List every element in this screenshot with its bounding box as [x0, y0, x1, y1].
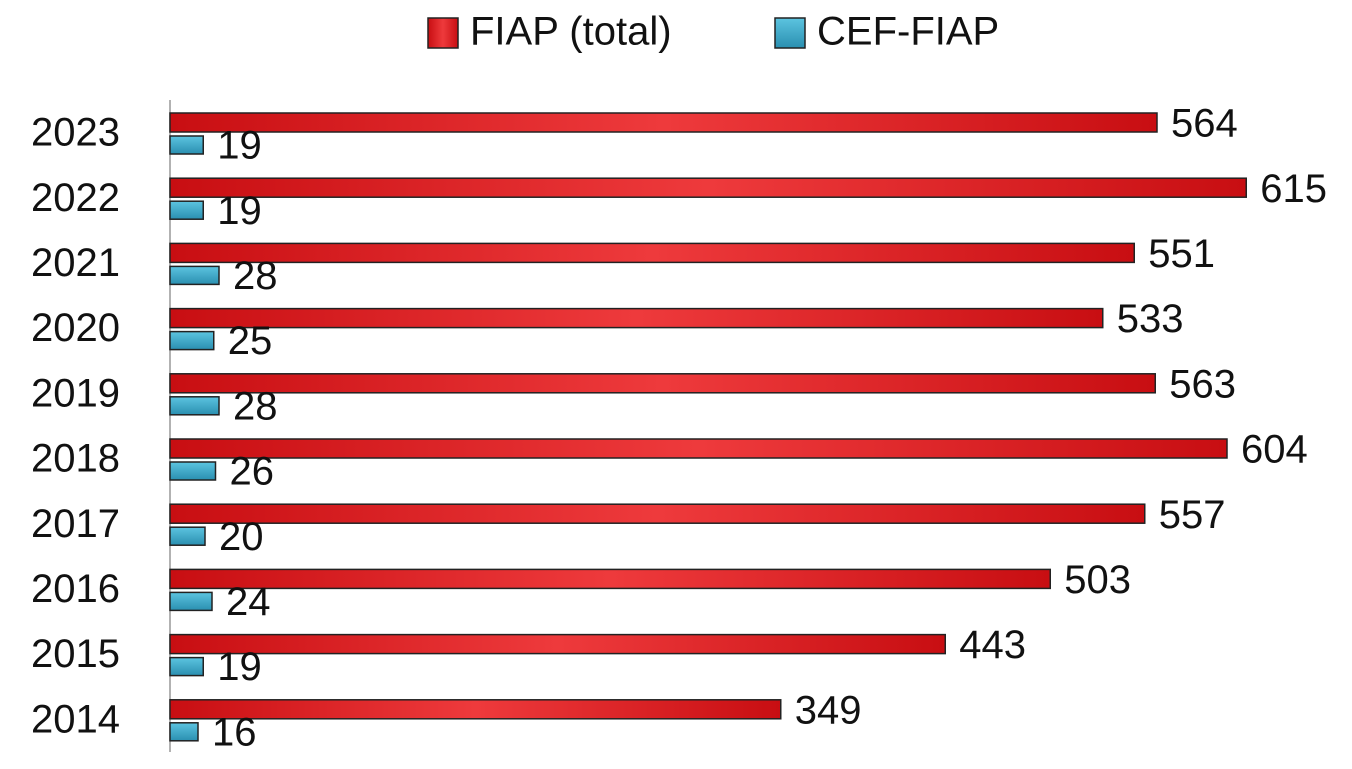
- data-label: 533: [1117, 297, 1184, 341]
- data-label: 615: [1260, 167, 1327, 211]
- legend-swatch: [774, 17, 806, 49]
- legend-label: FIAP (total): [470, 10, 672, 54]
- bar: [169, 307, 1104, 329]
- data-label: 563: [1169, 362, 1236, 406]
- data-label: 551: [1148, 232, 1215, 276]
- bar: [169, 633, 946, 655]
- y-tick-label: 2020: [31, 306, 120, 350]
- bar: [169, 722, 199, 742]
- bar: [169, 396, 220, 416]
- data-label: 28: [233, 384, 278, 428]
- legend-swatch: [427, 17, 459, 49]
- bar: [169, 177, 1247, 198]
- y-tick-label: 2017: [31, 502, 120, 546]
- data-label: 20: [219, 515, 264, 559]
- data-label: 19: [217, 645, 262, 689]
- data-label: 25: [228, 319, 273, 363]
- bar: [169, 461, 217, 481]
- data-label: 557: [1159, 493, 1226, 537]
- bar: [169, 373, 1156, 394]
- y-tick-label: 2016: [31, 567, 120, 611]
- bar: [169, 591, 213, 612]
- legend-label: CEF-FIAP: [817, 10, 999, 54]
- y-tick-label: 2015: [31, 632, 120, 676]
- y-tick-label: 2023: [31, 111, 120, 155]
- bar: [169, 526, 206, 546]
- bar: [169, 656, 204, 677]
- bar: [169, 242, 1135, 264]
- y-tick-label: 2021: [31, 241, 120, 285]
- data-label: 443: [959, 623, 1026, 667]
- bar: [169, 200, 204, 220]
- bar: [169, 699, 782, 720]
- data-label: 28: [233, 254, 278, 298]
- data-label: 564: [1171, 102, 1238, 146]
- data-label: 19: [217, 124, 262, 168]
- data-label: 503: [1064, 558, 1131, 602]
- bar: [169, 438, 1228, 459]
- bar: [169, 265, 220, 286]
- bar: [169, 568, 1051, 590]
- y-tick-label: 2022: [31, 176, 120, 220]
- data-label: 604: [1241, 428, 1308, 472]
- data-label: 26: [230, 450, 275, 494]
- bar: [169, 112, 1158, 133]
- y-tick-label: 2014: [31, 697, 120, 741]
- data-label: 349: [795, 688, 862, 732]
- bar: [169, 330, 215, 351]
- y-tick-label: 2018: [31, 437, 120, 481]
- bar: [169, 503, 1146, 524]
- data-label: 16: [212, 710, 257, 754]
- data-label: 24: [226, 580, 271, 624]
- data-label: 19: [217, 189, 262, 233]
- bar: [169, 135, 204, 155]
- y-tick-label: 2019: [31, 371, 120, 415]
